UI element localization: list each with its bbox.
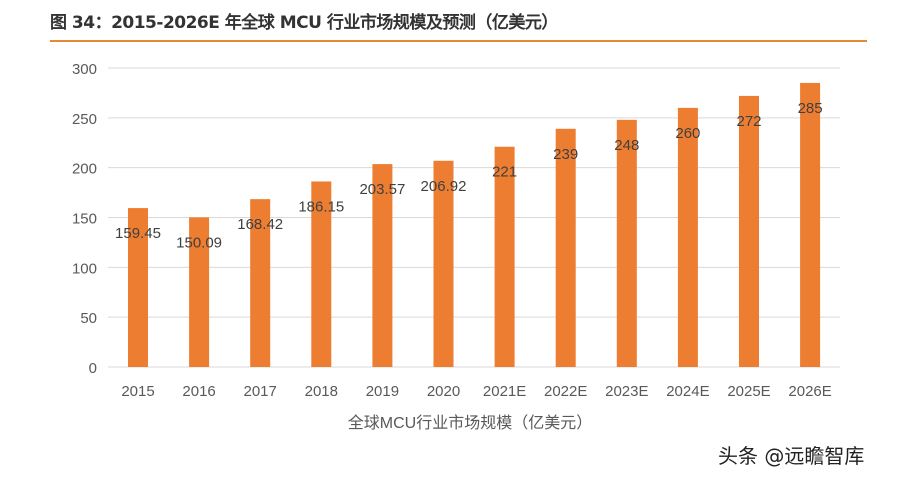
y-tick-label: 100	[72, 260, 97, 277]
x-tick-label: 2017	[244, 383, 277, 400]
y-tick-label: 250	[72, 111, 97, 128]
x-tick-label: 2022E	[544, 383, 587, 400]
y-tick-label: 150	[72, 211, 97, 228]
bar	[189, 217, 210, 367]
data-label: 186.15	[298, 198, 344, 215]
bar	[555, 128, 576, 367]
data-label: 272	[736, 113, 761, 130]
bar	[372, 164, 393, 367]
y-tick-label: 200	[72, 161, 97, 178]
bar	[250, 199, 271, 367]
watermark: 头条 @远瞻智库	[718, 444, 865, 468]
data-label: 159.45	[115, 225, 161, 242]
figure-title: 图 34：2015-2026E 年全球 MCU 行业市场规模及预测（亿美元）	[50, 13, 558, 33]
data-label: 248	[614, 137, 639, 154]
title-rule	[50, 40, 867, 42]
data-label: 285	[798, 100, 823, 117]
x-tick-label: 2018	[305, 383, 338, 400]
y-tick-label: 50	[80, 310, 97, 327]
bar	[494, 146, 515, 367]
bar	[311, 181, 332, 367]
x-tick-label: 2026E	[788, 383, 831, 400]
data-label: 203.57	[359, 181, 405, 198]
x-axis-title: 全球MCU行业市场规模（亿美元）	[348, 414, 592, 432]
x-tick-label: 2015	[121, 383, 154, 400]
x-tick-label: 2016	[182, 383, 215, 400]
data-label: 239	[553, 146, 578, 163]
bar	[616, 119, 637, 368]
bar	[677, 107, 698, 367]
x-tick-label: 2025E	[727, 383, 770, 400]
x-tick-label: 2024E	[666, 383, 709, 400]
bar	[800, 82, 821, 367]
data-label: 150.09	[176, 234, 222, 251]
x-tick-label: 2019	[366, 383, 399, 400]
x-tick-label: 2020	[427, 383, 460, 400]
bar	[128, 208, 148, 367]
data-label: 260	[675, 125, 700, 142]
bar	[433, 160, 454, 367]
bar	[739, 95, 759, 367]
data-label: 221	[492, 164, 517, 181]
data-label: 206.92	[421, 178, 467, 195]
x-tick-label: 2023E	[605, 383, 648, 400]
y-tick-label: 300	[72, 61, 97, 78]
data-label: 168.42	[237, 216, 283, 233]
x-tick-label: 2021E	[483, 383, 526, 400]
y-tick-label: 0	[89, 360, 97, 377]
